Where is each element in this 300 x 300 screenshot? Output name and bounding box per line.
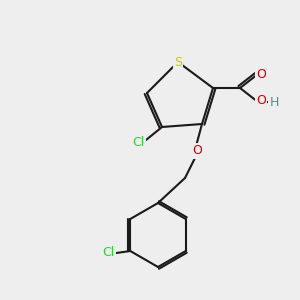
Text: O: O xyxy=(256,68,266,80)
Text: Cl: Cl xyxy=(102,247,114,260)
Text: O: O xyxy=(192,145,202,158)
Text: H: H xyxy=(269,95,279,109)
Text: S: S xyxy=(174,56,182,68)
Text: O: O xyxy=(256,94,266,107)
Text: Cl: Cl xyxy=(132,136,144,148)
